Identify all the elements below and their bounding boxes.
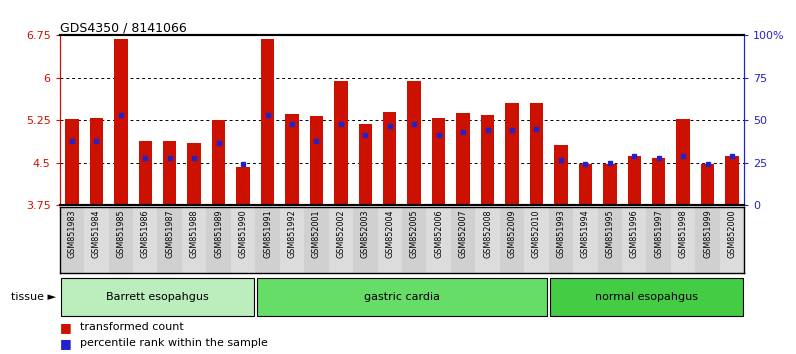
Bar (700, 164, 714, 205)
Bar (231, 207, 256, 273)
Text: ■: ■ (60, 321, 72, 334)
Text: GSM851988: GSM851988 (189, 209, 199, 258)
Bar (261, 39, 275, 205)
Bar (158, 207, 182, 273)
Text: GSM851995: GSM851995 (605, 209, 615, 258)
Bar (187, 143, 201, 205)
Bar (133, 207, 158, 273)
Bar (505, 103, 519, 205)
Text: GSM851998: GSM851998 (679, 209, 688, 258)
Bar (377, 207, 402, 273)
Bar (725, 156, 739, 205)
Text: gastric cardia: gastric cardia (364, 292, 440, 302)
Text: GSM852007: GSM852007 (458, 209, 467, 258)
Text: GSM851983: GSM851983 (68, 209, 76, 258)
Text: GSM851990: GSM851990 (239, 209, 248, 258)
Text: GSM851994: GSM851994 (581, 209, 590, 258)
FancyBboxPatch shape (61, 278, 254, 316)
Bar (432, 118, 446, 205)
Text: GSM851985: GSM851985 (116, 209, 125, 258)
Text: ■: ■ (60, 337, 72, 350)
Text: GSM851993: GSM851993 (556, 209, 565, 258)
Bar (481, 115, 494, 205)
Text: GSM852001: GSM852001 (312, 209, 321, 258)
Bar (163, 141, 177, 205)
Bar (60, 207, 84, 273)
Bar (646, 207, 671, 273)
Text: GSM851989: GSM851989 (214, 209, 223, 258)
Bar (451, 207, 475, 273)
Text: GSM852002: GSM852002 (337, 209, 345, 258)
FancyBboxPatch shape (550, 278, 743, 316)
Bar (383, 112, 396, 205)
Bar (353, 207, 377, 273)
Bar (334, 81, 348, 205)
Text: transformed count: transformed count (80, 322, 183, 332)
Bar (279, 207, 304, 273)
Text: GSM851996: GSM851996 (630, 209, 638, 258)
Text: GSM852006: GSM852006 (434, 209, 443, 258)
Bar (114, 39, 127, 205)
Text: GDS4350 / 8141066: GDS4350 / 8141066 (60, 21, 186, 34)
Bar (310, 116, 323, 205)
Bar (358, 124, 372, 205)
Bar (554, 145, 568, 205)
Bar (677, 119, 690, 205)
Bar (671, 207, 696, 273)
Text: GSM851987: GSM851987 (166, 209, 174, 258)
Bar (408, 81, 421, 205)
Text: GSM851984: GSM851984 (92, 209, 101, 258)
Bar (548, 207, 573, 273)
Text: GSM851992: GSM851992 (287, 209, 296, 258)
Text: GSM852000: GSM852000 (728, 209, 736, 258)
Text: GSM852009: GSM852009 (508, 209, 517, 258)
Bar (182, 207, 206, 273)
Bar (402, 207, 427, 273)
Bar (720, 207, 744, 273)
Bar (236, 167, 250, 205)
Text: GSM851991: GSM851991 (263, 209, 272, 258)
Bar (579, 164, 592, 205)
Bar (212, 120, 225, 205)
Bar (500, 207, 525, 273)
Bar (529, 103, 543, 205)
Text: GSM852008: GSM852008 (483, 209, 492, 258)
Bar (652, 158, 665, 205)
Bar (285, 114, 298, 205)
Bar (84, 207, 108, 273)
Bar (304, 207, 329, 273)
Bar (456, 113, 470, 205)
Text: GSM851999: GSM851999 (703, 209, 712, 258)
Bar (65, 119, 79, 205)
Bar (206, 207, 231, 273)
Bar (627, 156, 641, 205)
Bar (475, 207, 500, 273)
Text: GSM852005: GSM852005 (410, 209, 419, 258)
Text: GSM852003: GSM852003 (361, 209, 370, 258)
Text: GSM851997: GSM851997 (654, 209, 663, 258)
Bar (329, 207, 353, 273)
Bar (573, 207, 598, 273)
Text: Barrett esopahgus: Barrett esopahgus (106, 292, 209, 302)
Text: normal esopahgus: normal esopahgus (595, 292, 698, 302)
Bar (622, 207, 646, 273)
Bar (696, 207, 720, 273)
Bar (598, 207, 622, 273)
Bar (256, 207, 279, 273)
Bar (139, 141, 152, 205)
Text: tissue ►: tissue ► (10, 292, 56, 302)
Bar (90, 118, 103, 205)
FancyBboxPatch shape (256, 278, 548, 316)
Text: GSM852010: GSM852010 (532, 209, 541, 258)
Bar (525, 207, 548, 273)
Bar (603, 164, 617, 205)
Text: GSM852004: GSM852004 (385, 209, 394, 258)
Bar (108, 207, 133, 273)
Text: percentile rank within the sample: percentile rank within the sample (80, 338, 267, 348)
Bar (427, 207, 451, 273)
Text: GSM851986: GSM851986 (141, 209, 150, 258)
